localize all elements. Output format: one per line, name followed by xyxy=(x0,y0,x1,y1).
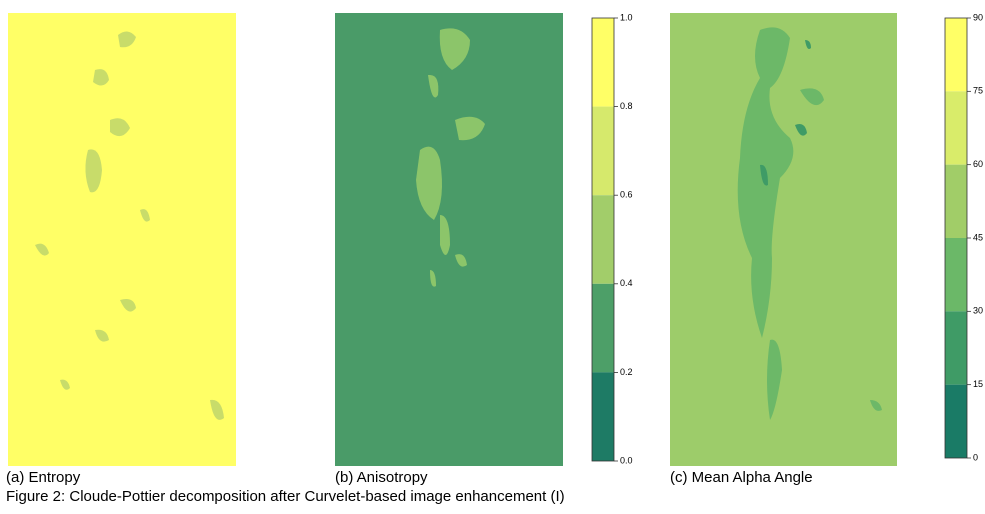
colorbar-tick-label: 0.8 xyxy=(620,101,633,111)
colorbar-tick-label: 0 xyxy=(973,452,978,462)
anisotropy-image xyxy=(335,13,563,466)
colorbar-tick-label: 30 xyxy=(973,306,983,316)
entropy-image xyxy=(8,13,236,466)
colorbar-band xyxy=(945,164,967,238)
colorbar-tick-label: 1.0 xyxy=(620,12,633,22)
colorbar-band xyxy=(592,18,614,107)
panel-caption: (a) Entropy xyxy=(6,469,81,486)
colorbar-band xyxy=(945,238,967,312)
colorbar-tick-label: 0.6 xyxy=(620,190,633,200)
colorbar-tick-label: 90 xyxy=(973,12,983,22)
panel-caption: (c) Mean Alpha Angle xyxy=(670,469,813,486)
colorbar-band xyxy=(592,283,614,373)
colorbar-band xyxy=(592,106,614,196)
colorbar-band xyxy=(592,195,614,284)
panel-caption: (b) Anisotropy xyxy=(335,469,428,486)
colorbar-tick-label: 0.4 xyxy=(620,278,633,288)
colorbar-band xyxy=(945,18,967,92)
colorbar-band xyxy=(945,311,967,385)
colorbar-band xyxy=(945,384,967,458)
colorbar-tick-label: 15 xyxy=(973,379,983,389)
colorbar-tick-label: 45 xyxy=(973,232,983,242)
colorbar-tick-label: 0.2 xyxy=(620,367,633,377)
colorbar-tick-label: 0.0 xyxy=(620,455,633,465)
colorbar-frame xyxy=(591,17,615,462)
colorbar-band xyxy=(592,372,614,461)
colorbar-tick-label: 75 xyxy=(973,86,983,96)
colorbar-band xyxy=(945,91,967,165)
figure-caption: Figure 2: Cloude-Pottier decomposition a… xyxy=(6,488,565,505)
alpha-image xyxy=(670,13,897,466)
colorbar-tick-label: 60 xyxy=(973,159,983,169)
